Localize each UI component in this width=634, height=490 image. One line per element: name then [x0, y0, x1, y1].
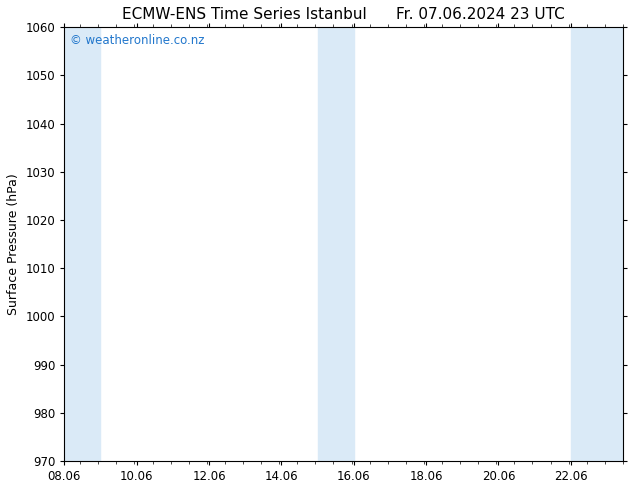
Bar: [318, 27, 354, 461]
Bar: [64, 27, 100, 461]
Title: ECMW-ENS Time Series Istanbul      Fr. 07.06.2024 23 UTC: ECMW-ENS Time Series Istanbul Fr. 07.06.…: [122, 7, 565, 22]
Bar: [571, 27, 623, 461]
Y-axis label: Surface Pressure (hPa): Surface Pressure (hPa): [7, 173, 20, 315]
Text: © weatheronline.co.nz: © weatheronline.co.nz: [70, 34, 204, 47]
